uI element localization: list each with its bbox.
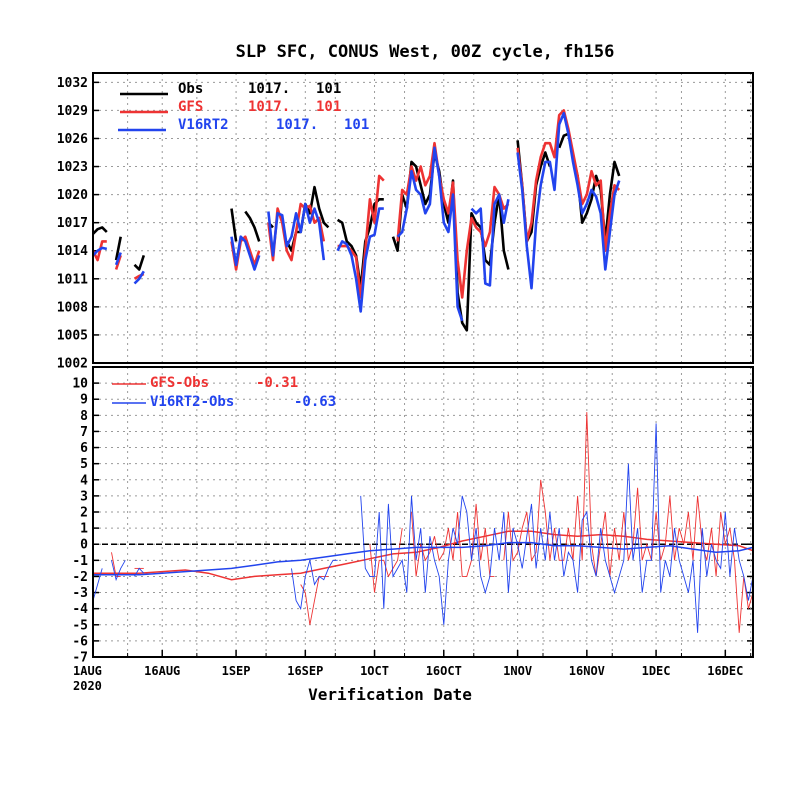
bottom-ytick-label: -6 [72, 634, 88, 649]
xtick-year-label: 2020 [73, 679, 102, 693]
daily-diff-line-v16rt2-obs [92, 568, 103, 601]
top-ytick-label: 1020 [57, 188, 88, 203]
top-panel: 1002 1005 1008 1011 1014 1017 1020 1023 1026 1029… [57, 72, 754, 372]
xtick-label: 1DEC [642, 664, 671, 678]
legend-mean-v16rt2: 1017. [276, 117, 318, 133]
legend-label-gfs-obs: GFS-Obs [150, 375, 209, 391]
bottom-ytick-label: 8 [80, 409, 88, 424]
bottom-panel-frame [92, 366, 754, 658]
cumulative-diff-line-v16rt2-obs [93, 541, 754, 576]
top-ytick-label: 1023 [57, 160, 88, 175]
bottom-ytick-label: 10 [72, 377, 88, 392]
daily-diff-line-v16rt2-obs [291, 559, 338, 611]
bottom-ytick-label: -2 [72, 570, 88, 585]
series-gfs-obs [93, 412, 754, 633]
top-panel-frame [92, 72, 754, 364]
series-line-obs [230, 208, 238, 242]
bottom-ytick-label: 2 [80, 506, 88, 521]
series-line-v16rt2 [470, 193, 510, 287]
bottom-ytick-label: -1 [72, 554, 88, 569]
series-line-gfs [267, 202, 326, 262]
series-line-v16rt2 [336, 207, 384, 313]
legend-label-obs: Obs [178, 81, 203, 97]
legend-count-v16rt2: 101 [344, 117, 369, 133]
daily-diff-line-gfs-obs [411, 503, 495, 577]
series-line-v16rt2 [114, 252, 122, 266]
bottom-ytick-label: 3 [80, 489, 88, 504]
legend-mean-gfs: 1017. [248, 99, 290, 115]
xtick-label: 16SEP [287, 664, 323, 678]
legend-mean-obs: 1017. [248, 81, 290, 97]
bottom-ytick-label: 0 [80, 538, 88, 553]
top-ytick-label: 1008 [57, 300, 88, 315]
xtick-label: 16AUG [144, 664, 180, 678]
bottom-ytick-label: 7 [80, 425, 88, 440]
series-line-obs [244, 210, 261, 242]
top-ytick-label: 1014 [57, 244, 88, 259]
series-line-v16rt2 [396, 146, 464, 322]
legend-value-gfs-obs: -0.31 [256, 375, 298, 391]
series-line-obs [92, 226, 108, 235]
series-v16rt2 [92, 111, 621, 322]
daily-diff-line-gfs-obs [300, 575, 329, 625]
chart-title: SLP SFC, CONUS West, 00Z cycle, fh156 [236, 42, 615, 62]
top-ytick-label: 1017 [57, 216, 88, 231]
series-line-v16rt2 [516, 111, 621, 290]
series-line-gfs [396, 141, 510, 299]
x-axis-label: Verification Date [308, 685, 472, 704]
bottom-ytick-label: 6 [80, 441, 88, 456]
legend-label-gfs: GFS [178, 99, 203, 115]
series-line-v16rt2 [133, 270, 145, 285]
top-ytick-label: 1032 [57, 76, 88, 91]
series-line-v16rt2 [92, 246, 108, 257]
top-ytick-label: 1002 [57, 357, 88, 372]
series-line-gfs [230, 235, 261, 271]
legend-count-obs: 101 [316, 81, 341, 97]
series-v16rt2-obs [92, 423, 754, 633]
daily-diff-line-gfs-obs [111, 552, 121, 577]
bottom-ytick-label: 9 [80, 393, 88, 408]
bottom-ytick-label: 5 [80, 457, 88, 472]
xtick-label: 1OCT [360, 664, 389, 678]
daily-diff-line-v16rt2-obs [134, 567, 145, 577]
legend-label-v16rt2: V16RT2 [178, 117, 229, 133]
legend-value-v16rt2-obs: -0.63 [294, 394, 336, 410]
series-line-v16rt2 [230, 235, 261, 271]
daily-diff-line-gfs-obs [369, 528, 403, 593]
bottom-ytick-label: -4 [72, 602, 88, 617]
daily-diff-line-gfs-obs [503, 412, 754, 633]
series-line-v16rt2 [267, 202, 326, 261]
top-ytick-label: 1005 [57, 328, 88, 343]
xtick-label: 1SEP [222, 664, 251, 678]
xtick-label: 1AUG [73, 664, 102, 678]
bottom-ytick-label: -3 [72, 586, 88, 601]
bottom-ytick-label: -5 [72, 618, 88, 633]
bottom-ytick-label: -7 [72, 651, 88, 666]
bottom-ytick-label: 4 [80, 473, 88, 488]
xtick-label: 16NOV [569, 664, 605, 678]
series-line-obs [133, 254, 146, 271]
bottom-ytick-label: 1 [80, 522, 88, 537]
xtick-label: 16DEC [707, 664, 743, 678]
legend-label-v16rt2-obs: V16RT2-Obs [150, 394, 234, 410]
xtick-label: 1NOV [503, 664, 532, 678]
xtick-label: 16OCT [426, 664, 462, 678]
top-ytick-label: 1011 [57, 272, 88, 287]
series-line-obs [114, 236, 122, 261]
daily-diff-line-v16rt2-obs [360, 423, 754, 633]
legend-count-gfs: 101 [316, 99, 341, 115]
top-ytick-label: 1026 [57, 132, 88, 147]
top-ytick-label: 1029 [57, 104, 88, 119]
